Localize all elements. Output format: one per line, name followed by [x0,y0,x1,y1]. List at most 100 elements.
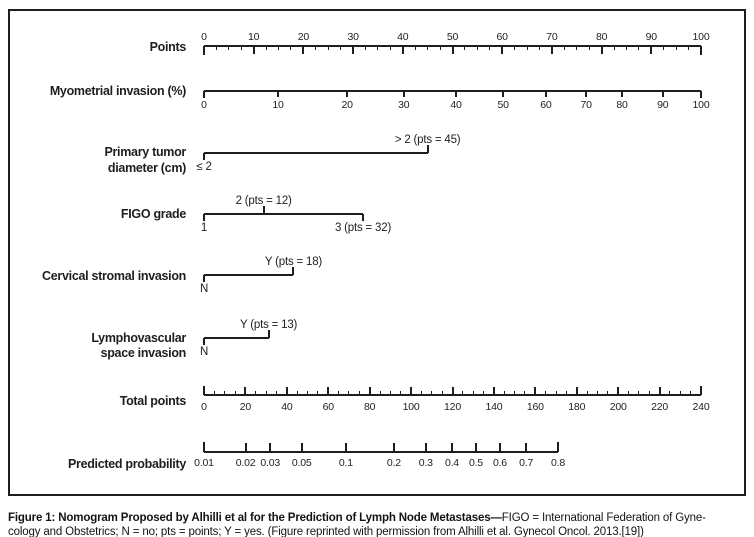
minor-tick-total_points [565,391,567,395]
category-tick-tumor_diameter [203,153,205,160]
category-tick-figo [362,214,365,221]
tick-label-probability: 0.7 [519,457,534,469]
row-label-lvsi: Lymphovascular [91,331,186,345]
category-label-tumor_diameter: > 2 (pts = 45) [394,134,461,146]
minor-tick-total_points [555,391,557,395]
minor-tick-points [538,46,540,50]
major-tick-probability [244,443,247,452]
row-label-figo: FIGO grade [120,207,186,221]
tick-label-points: 50 [446,31,459,43]
minor-tick-total_points [679,391,681,395]
minor-tick-points [576,46,578,50]
tick-label-myometrial: 100 [692,99,710,111]
major-tick-points [650,46,653,54]
tick-label-myometrial: 80 [616,99,628,111]
axis-line-total_points [204,394,701,396]
minor-tick-total_points [607,391,609,395]
row-label-lvsi: space invasion [100,346,187,360]
minor-tick-points [290,46,292,50]
tick-label-total_points: 0 [201,401,207,413]
minor-tick-points [389,46,391,50]
tick-label-total_points: 60 [322,401,334,413]
minor-tick-points [340,46,342,50]
tick-label-points: 10 [248,31,260,43]
figure-border [8,9,746,496]
axis-line-cervical [204,274,294,276]
caption-text-line1: FIGO = International Federation of Gyne- [501,512,706,524]
category-label-lvsi: N [199,346,209,358]
category-tick-figo [262,206,265,214]
minor-tick-points [625,46,627,50]
major-tick-myometrial [661,91,664,97]
tick-label-points: 70 [546,31,558,43]
minor-tick-total_points [358,391,360,395]
minor-tick-total_points [514,391,516,395]
tick-label-probability: 0.05 [291,457,312,469]
major-tick-points [302,46,305,54]
minor-tick-total_points [586,391,588,395]
tick-label-points: 20 [297,31,310,43]
tick-label-points: 90 [645,31,657,43]
major-tick-total_points [327,387,330,395]
tick-label-myometrial: 30 [398,99,410,111]
tick-label-myometrial: 60 [540,99,552,111]
tick-label-myometrial: 10 [272,99,284,111]
tick-label-probability: 0.01 [194,457,214,469]
major-tick-total_points [534,387,537,395]
major-tick-points [252,46,255,54]
minor-tick-total_points [690,391,692,395]
minor-tick-points [228,46,230,50]
minor-tick-points [489,46,491,50]
major-tick-points [550,46,553,54]
major-tick-total_points [700,386,702,395]
tick-label-probability: 0.6 [492,457,507,469]
tick-label-probability: 0.1 [338,457,353,469]
row-label-cervical: Cervical stromal invasion [42,269,186,283]
major-tick-total_points [285,387,288,395]
tick-label-myometrial: 50 [497,99,509,111]
tick-label-total_points: 180 [568,401,586,413]
tick-label-points: 80 [595,31,608,43]
minor-tick-points [215,46,217,50]
major-tick-probability [557,442,559,452]
minor-tick-total_points [638,391,640,395]
minor-tick-total_points [483,391,485,395]
minor-tick-points [464,46,466,50]
minor-tick-total_points [628,391,630,395]
tick-label-total_points: 220 [651,401,669,413]
major-tick-probability [474,443,477,452]
minor-tick-points [526,46,528,50]
major-tick-total_points [368,387,371,395]
tick-label-total_points: 140 [485,401,503,413]
minor-tick-total_points [524,391,526,395]
major-tick-points [600,46,603,54]
major-tick-myometrial [700,91,702,98]
tick-label-myometrial: 20 [341,99,353,111]
minor-tick-total_points [348,391,350,395]
figure-caption: Figure 1: Nomogram Proposed by Alhilli e… [8,512,748,537]
minor-tick-total_points [234,391,236,395]
major-tick-myometrial [620,91,623,97]
caption-title: Figure 1: Nomogram Proposed by Alhilli e… [8,512,502,524]
major-tick-myometrial [502,91,505,97]
major-tick-probability [344,443,347,452]
major-tick-points [451,46,454,54]
major-tick-probability [498,443,501,452]
category-label-figo: 1 [200,222,208,234]
minor-tick-points [278,46,280,50]
tick-label-total_points: 80 [364,401,376,413]
minor-tick-total_points [648,391,650,395]
major-tick-total_points [410,387,413,395]
minor-tick-total_points [255,391,257,395]
major-tick-probability [269,443,272,452]
category-tick-lvsi [267,330,270,338]
tick-label-points: 40 [397,31,409,43]
axis-line-myometrial [204,90,701,92]
tick-label-total_points: 20 [239,401,252,413]
tick-label-probability: 0.4 [444,457,459,469]
tick-label-total_points: 240 [692,401,710,413]
major-tick-myometrial [544,91,547,97]
minor-tick-points [265,46,267,50]
major-tick-total_points [617,387,620,395]
tick-label-total_points: 100 [402,401,420,413]
